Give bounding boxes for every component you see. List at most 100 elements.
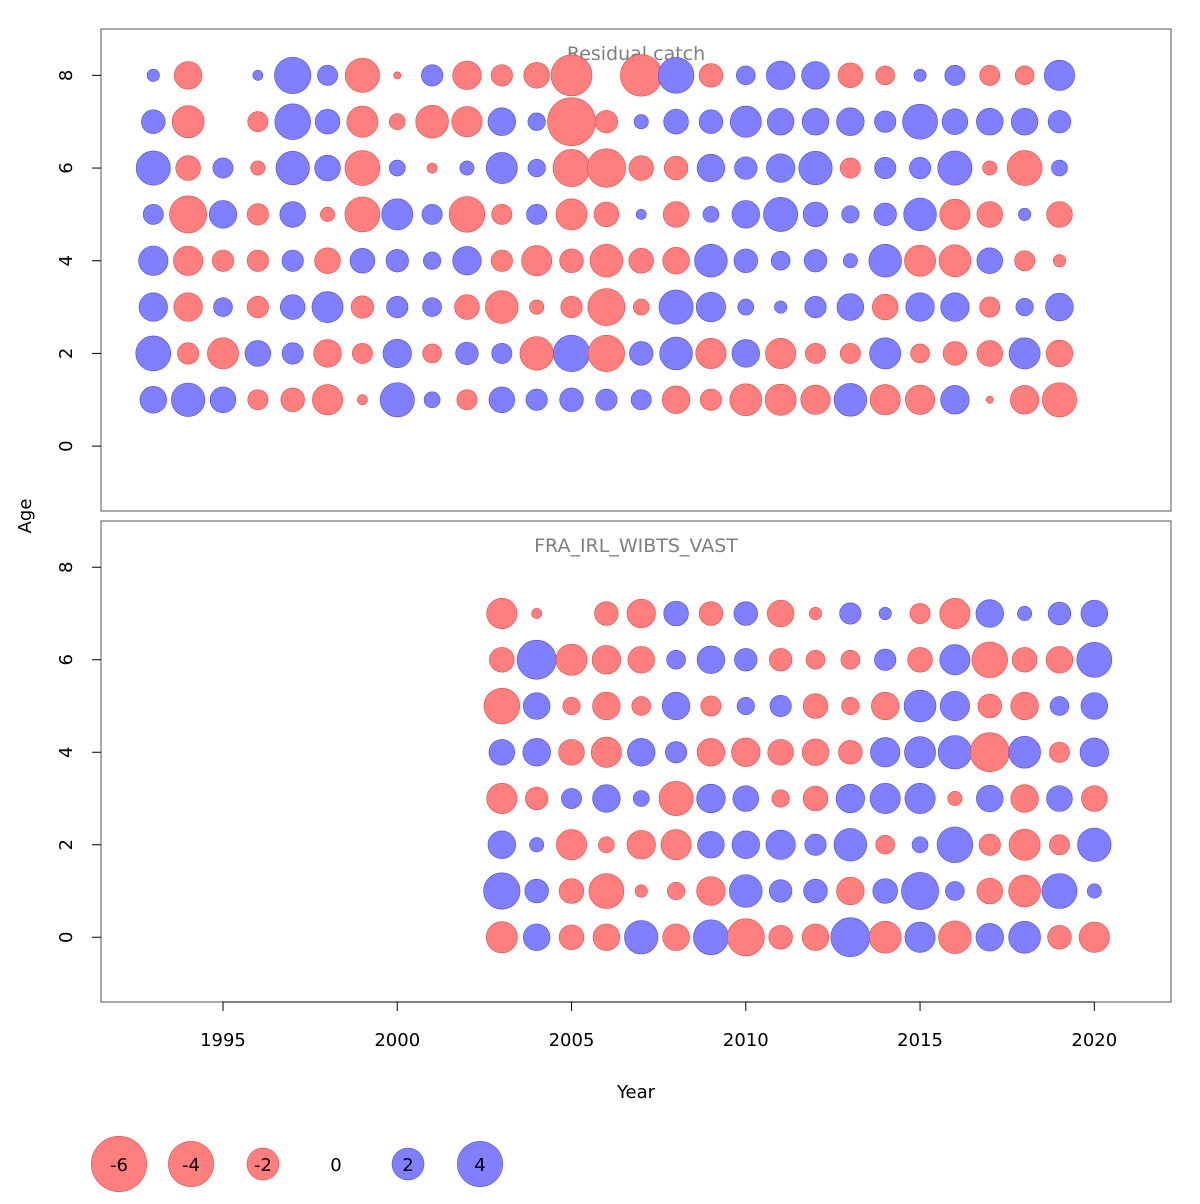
residual-bubble — [841, 650, 860, 669]
residual-bubble — [593, 785, 621, 813]
residual-bubble — [876, 66, 895, 85]
residual-bubble — [559, 879, 584, 904]
x-tick-label: 1995 — [200, 1030, 246, 1051]
residual-bubble — [1012, 647, 1037, 672]
residual-bubble — [423, 344, 442, 363]
residual-bubble — [904, 245, 935, 276]
residual-bubble — [767, 108, 794, 135]
residual-bubble — [627, 599, 656, 628]
x-tick-label: 2015 — [897, 1030, 943, 1051]
residual-bubble — [869, 921, 901, 953]
residual-bubble — [731, 738, 760, 767]
residual-bubble — [314, 340, 342, 368]
residual-bubble — [872, 294, 898, 320]
residual-bubble — [693, 920, 728, 955]
residual-bubble — [809, 607, 821, 619]
residual-bubble — [904, 737, 935, 768]
residual-bubble — [869, 244, 902, 277]
residual-bubble — [1044, 60, 1074, 90]
residual-bubble — [696, 292, 725, 321]
residual-bubble — [765, 384, 796, 415]
residual-bubble — [876, 835, 895, 854]
residual-bubble — [530, 300, 544, 314]
residual-bubble — [700, 389, 721, 410]
residual-bubble — [1010, 385, 1039, 414]
residual-bubble — [424, 392, 440, 408]
residual-bubble — [592, 645, 621, 674]
residual-bubble — [561, 788, 581, 808]
residual-bubble — [870, 738, 899, 767]
residual-bubble — [983, 161, 997, 175]
residual-bubble — [345, 151, 380, 186]
residual-bubble — [1046, 646, 1073, 673]
residual-bubble — [910, 603, 930, 623]
residual-bubble — [136, 336, 171, 371]
residual-bubble — [695, 244, 728, 277]
residual-bubble — [559, 925, 584, 950]
residual-bubble — [207, 338, 238, 369]
residual-bubble — [460, 161, 474, 175]
y-tick-label: 8 — [56, 562, 77, 573]
residual-bubble — [628, 646, 655, 673]
residual-bubble — [174, 293, 203, 322]
residual-bubble — [1048, 602, 1071, 625]
residual-bubble — [386, 249, 409, 272]
residual-bubble — [421, 65, 442, 86]
residual-bubble — [803, 786, 828, 811]
residual-bubble — [172, 106, 204, 138]
residual-bubble — [633, 791, 649, 807]
residual-bubble — [247, 204, 268, 225]
residual-bubble — [590, 244, 623, 277]
residual-bubble — [767, 600, 794, 627]
residual-bubble — [209, 201, 237, 229]
residual-bubble — [1046, 293, 1074, 321]
residual-bubble — [382, 199, 413, 230]
residual-bubble — [768, 739, 794, 765]
residual-bubble — [769, 648, 792, 671]
residual-bubble — [801, 385, 830, 414]
residual-bubble — [733, 786, 759, 812]
residual-bubble — [588, 335, 624, 371]
residual-bubble — [282, 250, 303, 271]
residual-bubble — [532, 608, 542, 618]
residual-bubble — [699, 110, 723, 134]
residual-bubble — [136, 151, 170, 185]
residual-bubble — [632, 697, 651, 716]
residual-bubble — [938, 151, 972, 185]
residual-bubble — [1018, 208, 1030, 220]
residual-bubble — [170, 196, 207, 233]
residual-bubble — [491, 250, 512, 271]
residual-bubble — [908, 647, 933, 672]
residual-bubble — [1048, 110, 1071, 133]
residual-bubble — [769, 925, 793, 949]
residual-bubble — [416, 105, 449, 138]
residual-bubble — [911, 344, 930, 363]
residual-bubble — [560, 388, 584, 412]
residual-bubble — [147, 69, 159, 81]
residual-bubble — [942, 109, 968, 135]
residual-bubble — [143, 204, 163, 224]
residual-bubble — [598, 837, 614, 853]
residual-bubble — [663, 924, 690, 951]
residual-bubble — [526, 389, 547, 410]
residual-bubble — [347, 106, 378, 137]
residual-bubble — [523, 693, 550, 720]
residual-bubble — [977, 878, 1003, 904]
residual-bubble — [489, 387, 515, 413]
residual-bubble — [1080, 738, 1109, 767]
residual-bubble — [423, 298, 442, 317]
residual-bubble — [659, 781, 693, 815]
residual-bubble — [661, 830, 691, 860]
residual-bubble — [980, 297, 1000, 317]
residual-bubble — [697, 877, 726, 906]
residual-bubble — [248, 390, 268, 410]
residual-bubble — [766, 154, 795, 183]
residual-bubble — [251, 161, 265, 175]
residual-bubble — [140, 386, 167, 413]
y-tick-label: 0 — [56, 440, 77, 451]
residual-bubble — [635, 885, 647, 897]
residual-bubble — [905, 783, 935, 813]
residual-bubble — [940, 645, 970, 675]
residual-bubble — [837, 294, 864, 321]
